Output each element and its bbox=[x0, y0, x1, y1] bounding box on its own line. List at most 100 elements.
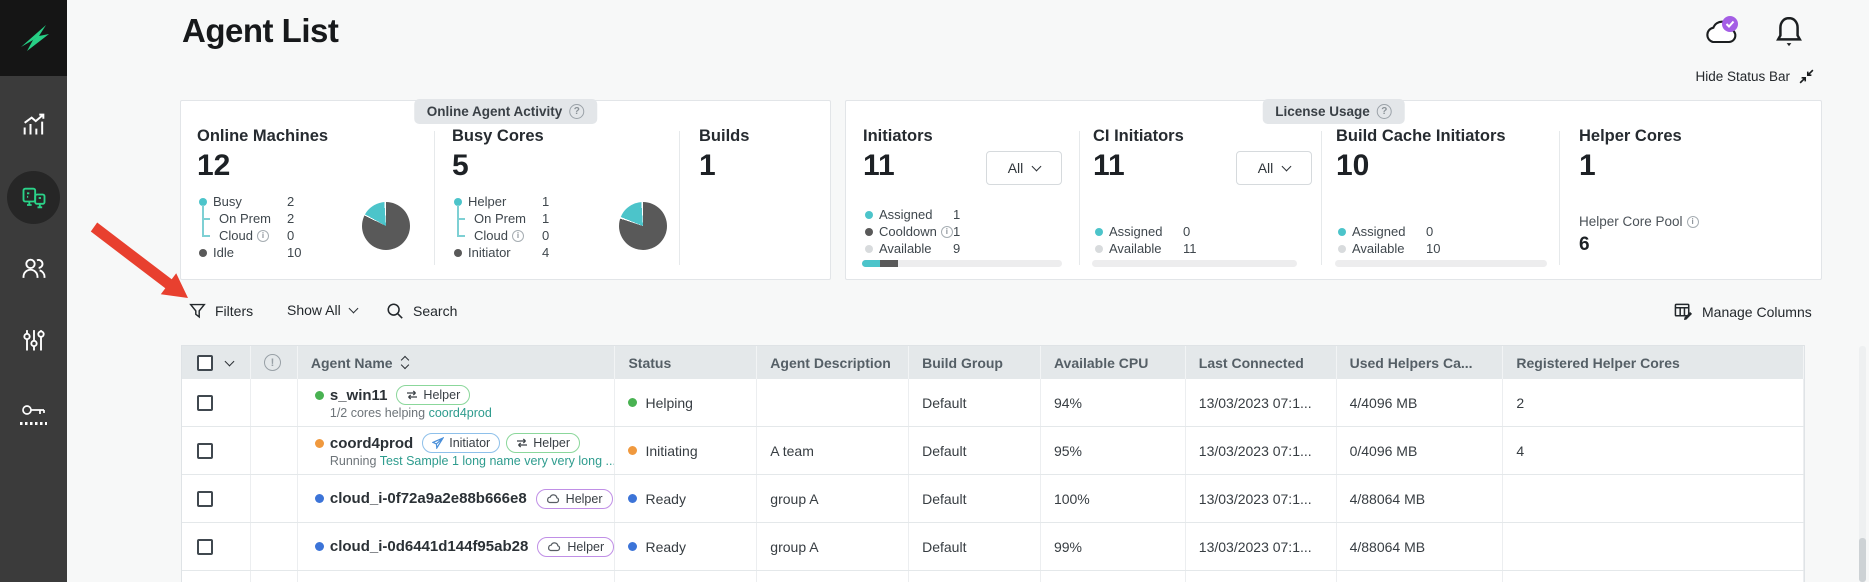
cell-5 bbox=[909, 571, 1041, 582]
status-cell: Ready bbox=[615, 523, 758, 570]
table-row[interactable]: cloud_i-0f72a9a2e88b666e8 Helper Ready grou… bbox=[182, 475, 1804, 523]
vertical-scrollbar[interactable] bbox=[1859, 346, 1866, 582]
legend-label: Available bbox=[1109, 241, 1162, 256]
legend-dot-teal bbox=[199, 197, 207, 206]
manage-columns-button[interactable]: Manage Columns bbox=[1674, 302, 1812, 321]
column-header-used-helpers-ca[interactable]: Used Helpers Ca... bbox=[1337, 346, 1504, 379]
cell-8 bbox=[1337, 571, 1504, 582]
table-row[interactable]: cloud_i-0d6441d144f95ab28 Helper Ready grou… bbox=[182, 523, 1804, 571]
dropdown-value: All bbox=[1257, 160, 1274, 176]
tree-tick bbox=[457, 234, 465, 237]
hide-status-bar-button[interactable]: Hide Status Bar bbox=[1640, 68, 1815, 85]
info-icon[interactable]: i bbox=[940, 225, 953, 238]
legend-value: 0 bbox=[287, 228, 295, 243]
scrollbar-thumb[interactable] bbox=[1859, 538, 1866, 582]
legend-label: Cloud i bbox=[468, 228, 538, 243]
column-header-last-connected[interactable]: Last Connected bbox=[1186, 346, 1337, 379]
column-header-available-cpu[interactable]: Available CPU bbox=[1041, 346, 1186, 379]
info-icon[interactable]: i bbox=[511, 229, 524, 242]
cloud-status-button[interactable] bbox=[1701, 12, 1743, 57]
license-usage-panel: License Usage ? Initiators 11 All Assign… bbox=[845, 99, 1822, 280]
legend-marker bbox=[863, 227, 879, 236]
agent-name[interactable]: cloud_i-0f72a9a2e88b666e8 bbox=[329, 490, 527, 507]
column-header-status[interactable]: Status bbox=[615, 346, 758, 379]
chevron-down-icon bbox=[1031, 161, 1042, 172]
column-header-col1[interactable]: ! bbox=[251, 346, 298, 379]
legend-row: On Prem 2 bbox=[197, 210, 352, 227]
legend-value: 1 bbox=[953, 224, 961, 239]
row-checkbox[interactable] bbox=[197, 538, 213, 555]
column-header-build-group[interactable]: Build Group bbox=[909, 346, 1041, 379]
select-all-checkbox[interactable] bbox=[197, 354, 213, 371]
divider bbox=[679, 131, 680, 265]
column-header-col0[interactable] bbox=[182, 346, 251, 379]
sidebar-item-agents[interactable] bbox=[7, 171, 60, 224]
agent-subtitle-link[interactable]: coord4prod bbox=[428, 406, 492, 420]
agent-name[interactable]: s_win11 bbox=[329, 386, 388, 404]
row-checkbox[interactable] bbox=[197, 490, 213, 507]
build-cache-initiators-value: 10 bbox=[1336, 149, 1370, 182]
cell-1 bbox=[251, 523, 298, 570]
help-icon[interactable]: ? bbox=[1376, 104, 1392, 119]
show-all-dropdown[interactable]: Show All bbox=[287, 302, 359, 318]
badge-helper: Helper bbox=[506, 433, 581, 453]
legend-value: 9 bbox=[953, 241, 961, 256]
ci-initiators-filter-dropdown[interactable]: All bbox=[1236, 151, 1312, 185]
legend-label: Available bbox=[1352, 241, 1405, 256]
search-icon bbox=[387, 303, 403, 319]
sidebar-item-settings[interactable] bbox=[0, 318, 67, 362]
tree-connector bbox=[457, 205, 459, 236]
notifications-button[interactable] bbox=[1772, 14, 1806, 55]
red-annotation-arrow bbox=[90, 222, 188, 298]
status-dot-orange bbox=[314, 438, 324, 448]
table-body: s_win11 Helper 1/2 cores helping coord4pro… bbox=[182, 379, 1804, 582]
sidebar-item-license[interactable] bbox=[0, 388, 67, 432]
column-header-registered-helper-cores[interactable]: Registered Helper Cores bbox=[1503, 346, 1804, 379]
initiators-filter-dropdown[interactable]: All bbox=[986, 151, 1062, 185]
filters-button[interactable]: Filters bbox=[189, 302, 253, 319]
cell-0 bbox=[182, 379, 251, 426]
table-row[interactable]: coord4prod Initiator Helper Running Test Sa… bbox=[182, 427, 1804, 475]
online-machines-legend: Busy 2 On Prem 2 Cloud i 0 Idle 10 bbox=[197, 193, 352, 261]
status-cell: Ready bbox=[615, 475, 758, 522]
cell-1 bbox=[251, 379, 298, 426]
agent-subtitle-link[interactable]: Test Sample 1 long name very very long .… bbox=[379, 454, 616, 468]
agent-name-cell: s_win11 Helper 1/2 cores helping coord4pro… bbox=[298, 379, 616, 426]
row-checkbox[interactable] bbox=[197, 394, 213, 411]
selection-menu-chevron-icon[interactable] bbox=[224, 356, 235, 366]
agent-name[interactable]: cloud_i-0d6441d144f95ab28 bbox=[329, 538, 529, 555]
cell-description bbox=[757, 379, 910, 426]
agents-icon bbox=[22, 187, 45, 208]
cell-build_group: Default bbox=[909, 379, 1041, 426]
legend-marker bbox=[197, 197, 213, 206]
legend-marker bbox=[452, 234, 468, 237]
row-checkbox[interactable] bbox=[197, 442, 213, 459]
app-logo[interactable] bbox=[0, 0, 67, 76]
cell-available_cpu: 95% bbox=[1041, 427, 1186, 474]
column-header-agent-description[interactable]: Agent Description bbox=[757, 346, 910, 379]
help-icon[interactable]: ? bbox=[569, 104, 585, 119]
legend-row: Cooldown i 1 bbox=[863, 223, 1033, 240]
sort-icon[interactable] bbox=[400, 355, 409, 370]
license-usage-pill: License Usage ? bbox=[1262, 99, 1405, 124]
sidebar-item-users[interactable] bbox=[0, 246, 67, 290]
cell-registered_helper_cores: 2 bbox=[1503, 379, 1804, 426]
agent-name[interactable]: coord4prod bbox=[329, 434, 414, 452]
legend-value: 2 bbox=[287, 211, 295, 226]
status-dot-orange bbox=[628, 446, 638, 455]
column-header-agent-name[interactable]: Agent Name bbox=[298, 346, 616, 379]
filter-funnel-icon bbox=[189, 303, 206, 319]
cell-available_cpu: 99% bbox=[1041, 523, 1186, 570]
tree-tick bbox=[202, 234, 210, 237]
sidebar-item-analytics[interactable] bbox=[0, 102, 67, 146]
cell-registered_helper_cores: 4 bbox=[1503, 427, 1804, 474]
status-dot-blue bbox=[314, 542, 324, 551]
search-button[interactable]: Search bbox=[386, 302, 457, 320]
info-icon[interactable]: i bbox=[256, 229, 269, 242]
legend-value: 2 bbox=[287, 194, 295, 209]
info-icon[interactable]: i bbox=[1686, 215, 1699, 228]
table-row[interactable]: s_win11 Helper 1/2 cores helping coord4pro… bbox=[182, 379, 1804, 427]
table-row[interactable] bbox=[182, 571, 1804, 582]
legend-label: Assigned bbox=[879, 207, 933, 222]
